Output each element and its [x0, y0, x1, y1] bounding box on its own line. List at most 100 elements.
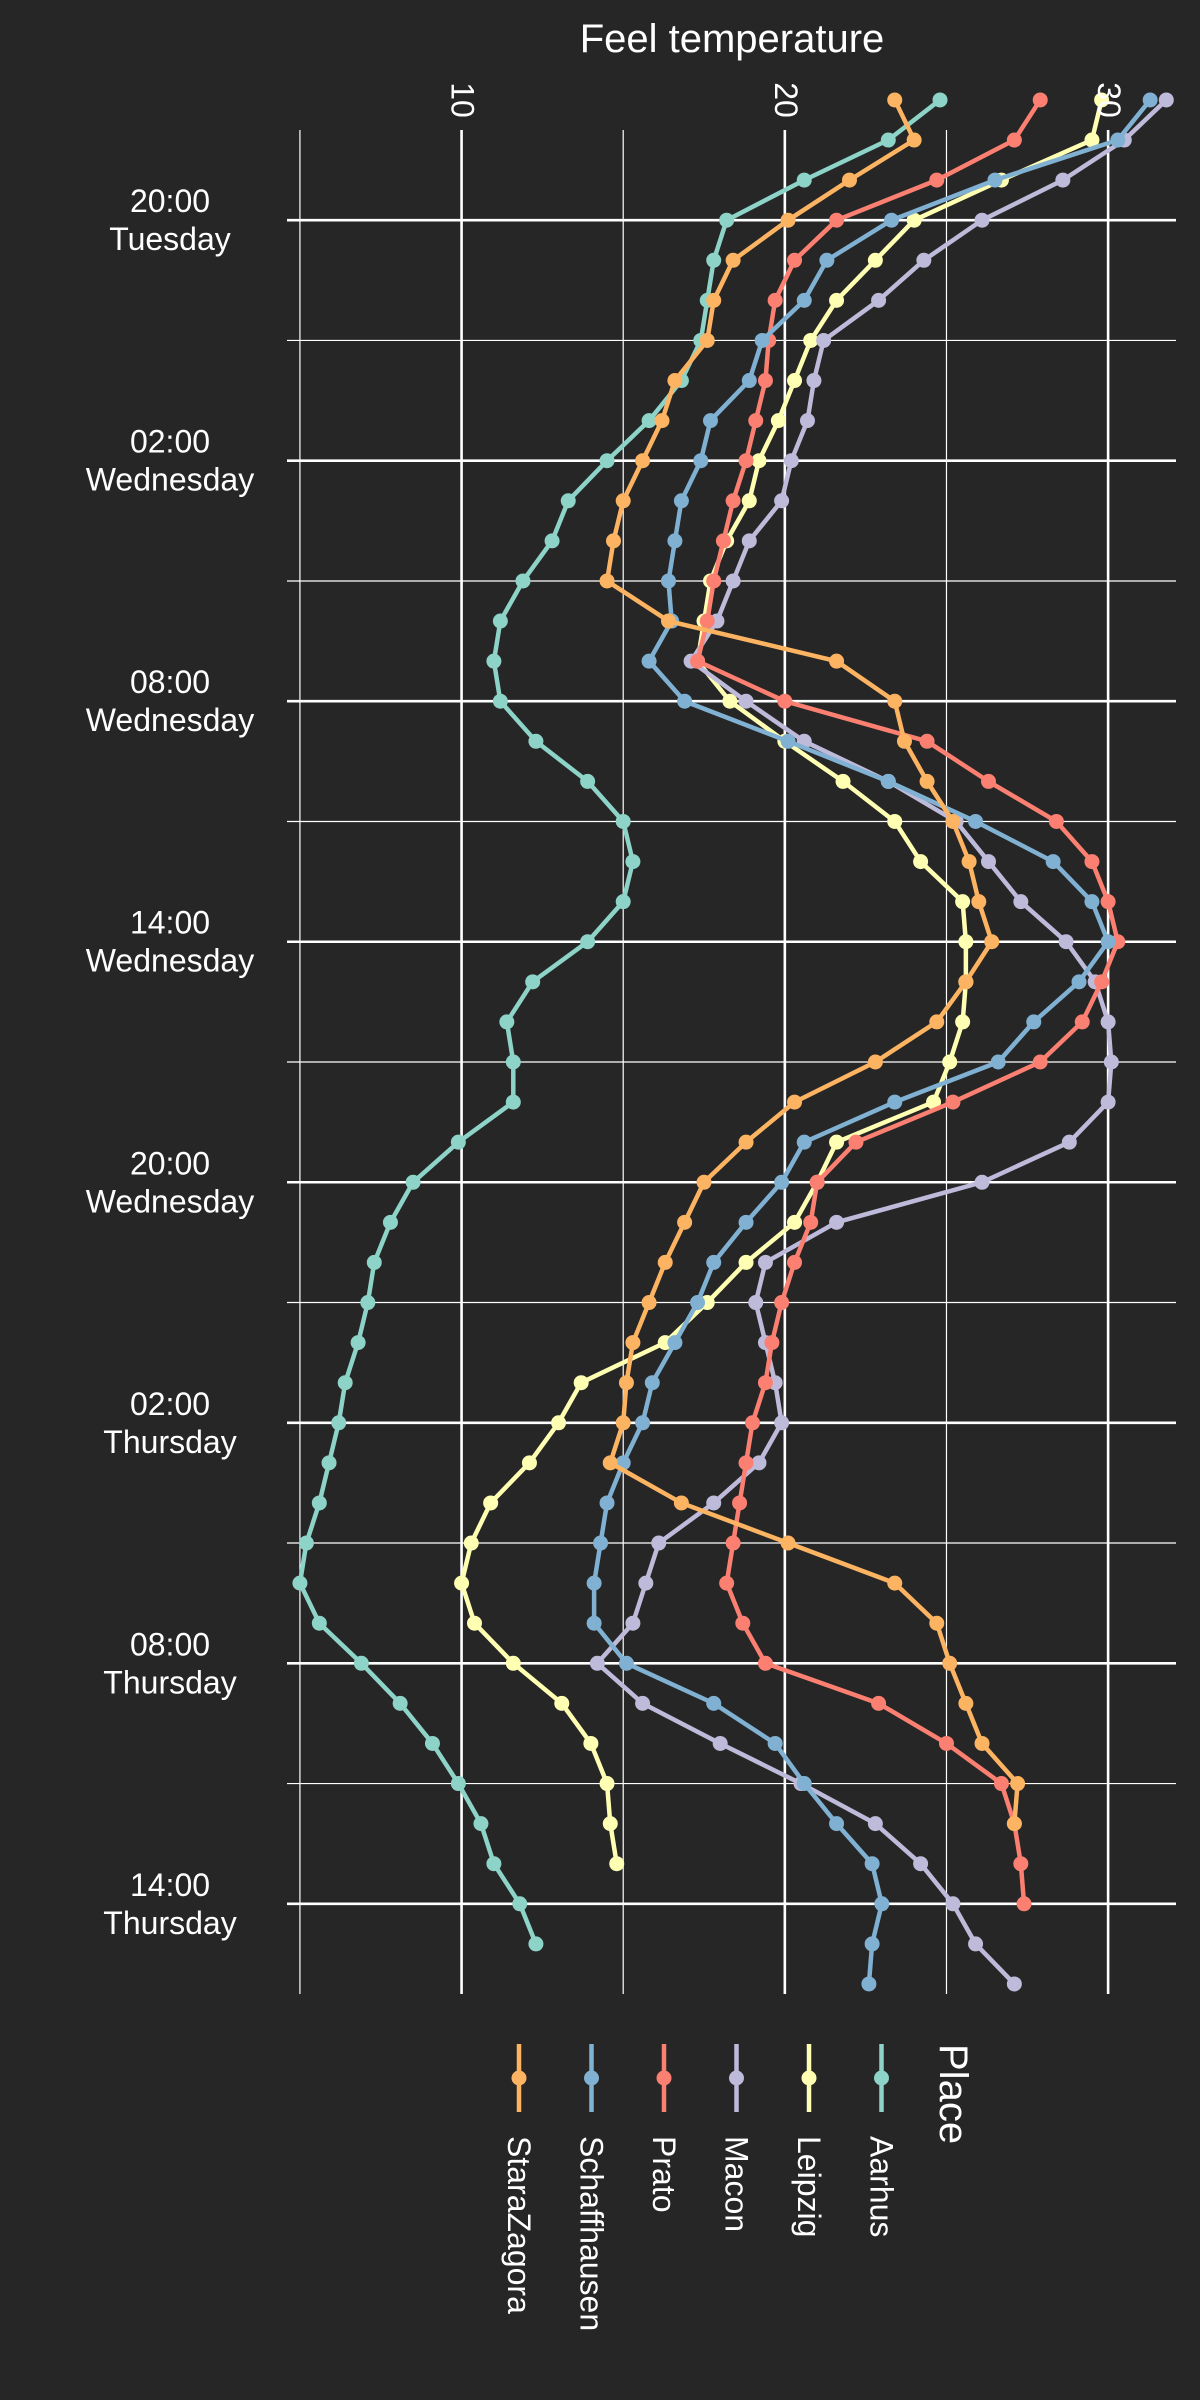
- data-point: [722, 693, 738, 709]
- data-point: [641, 413, 657, 429]
- data-point: [867, 252, 883, 268]
- data-point: [796, 1134, 812, 1150]
- legend-key-point: [656, 2070, 672, 2086]
- data-point: [599, 573, 615, 589]
- time-tick-day: Wednesday: [86, 1183, 254, 1219]
- data-point: [677, 693, 693, 709]
- data-point: [690, 1295, 706, 1311]
- data-point: [880, 132, 896, 148]
- data-point: [635, 1415, 651, 1431]
- data-point: [754, 332, 770, 348]
- data-point: [560, 493, 576, 509]
- data-point: [955, 1014, 971, 1030]
- data-point: [932, 92, 948, 108]
- data-point: [353, 1655, 369, 1671]
- data-point: [848, 1134, 864, 1150]
- data-point: [787, 252, 803, 268]
- data-point: [450, 1134, 466, 1150]
- data-point: [974, 212, 990, 228]
- data-point: [738, 693, 754, 709]
- data-point: [916, 252, 932, 268]
- data-point: [955, 894, 971, 910]
- data-point: [635, 1695, 651, 1711]
- data-point: [1032, 92, 1048, 108]
- data-point: [738, 1214, 754, 1230]
- time-tick-hour: 20:00: [130, 1145, 210, 1181]
- data-point: [1006, 1816, 1022, 1832]
- data-point: [492, 613, 508, 629]
- data-point: [757, 1655, 773, 1671]
- data-point: [945, 1094, 961, 1110]
- data-point: [580, 773, 596, 789]
- data-point: [311, 1495, 327, 1511]
- legend-key-point: [584, 2070, 599, 2086]
- data-point: [796, 172, 812, 188]
- series-line: [591, 97, 1153, 1987]
- data-point: [706, 1495, 722, 1511]
- data-point: [1084, 894, 1100, 910]
- data-point: [1013, 894, 1029, 910]
- data-point: [618, 1655, 634, 1671]
- data-point: [1094, 92, 1110, 108]
- data-point: [463, 1535, 479, 1551]
- time-tick-day: Wednesday: [86, 943, 254, 979]
- data-point: [641, 1295, 657, 1311]
- data-point: [974, 1174, 990, 1190]
- series-starazagora: [599, 92, 1026, 1832]
- series-prato: [690, 92, 1126, 1912]
- legend-label: Leipzig: [791, 2136, 827, 2237]
- data-point: [424, 1735, 440, 1751]
- data-point: [757, 1375, 773, 1391]
- data-point: [884, 212, 900, 228]
- data-point: [1142, 92, 1158, 108]
- legend-label: Schaffhausen: [574, 2136, 610, 2331]
- data-point: [774, 493, 790, 509]
- data-point: [958, 934, 974, 950]
- data-point: [767, 292, 783, 308]
- data-point: [829, 1214, 845, 1230]
- data-point: [748, 1295, 764, 1311]
- data-point: [880, 773, 896, 789]
- time-ticks: 20:00Tuesday02:00Wednesday08:00Wednesday…: [86, 183, 254, 1941]
- data-point: [945, 813, 961, 829]
- data-point: [806, 373, 822, 389]
- data-point: [783, 453, 799, 469]
- legend-label: Macon: [719, 2136, 755, 2232]
- data-point: [1006, 132, 1022, 148]
- data-point: [796, 292, 812, 308]
- data-point: [926, 1094, 942, 1110]
- data-point: [1084, 132, 1100, 148]
- data-point: [913, 1856, 929, 1872]
- data-point: [625, 1615, 641, 1631]
- data-point: [741, 493, 757, 509]
- data-point: [864, 1936, 880, 1952]
- data-point: [467, 1615, 482, 1631]
- data-point: [774, 1415, 790, 1431]
- legend-key-point: [511, 2070, 527, 2086]
- data-point: [486, 653, 502, 669]
- data-point: [896, 733, 912, 749]
- data-point: [298, 1535, 314, 1551]
- data-point: [690, 653, 706, 669]
- data-point: [638, 1575, 654, 1591]
- data-point: [525, 974, 541, 990]
- data-point: [929, 1014, 945, 1030]
- data-point: [725, 573, 741, 589]
- data-point: [392, 1695, 408, 1711]
- legend-key-point: [729, 2070, 744, 2086]
- data-point: [929, 172, 945, 188]
- legend-item-macon: Macon: [719, 2044, 755, 2232]
- data-point: [593, 1535, 609, 1551]
- data-point: [757, 373, 773, 389]
- data-point: [667, 373, 683, 389]
- data-point: [981, 854, 996, 870]
- data-point: [644, 1375, 660, 1391]
- legend-item-aarhus: Aarhus: [864, 2044, 900, 2237]
- data-point: [1094, 974, 1110, 990]
- data-point: [735, 1615, 751, 1631]
- data-point: [635, 453, 651, 469]
- time-tick-day: Thursday: [103, 1424, 236, 1460]
- data-point: [677, 1214, 693, 1230]
- data-point: [1074, 1014, 1090, 1030]
- data-point: [625, 854, 641, 870]
